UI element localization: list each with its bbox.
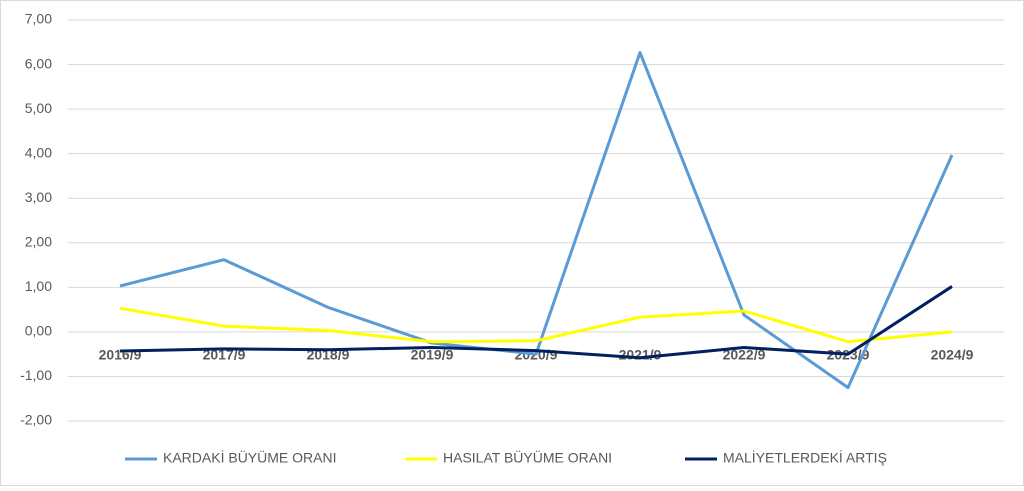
y-tick-label: 2,00 xyxy=(25,233,52,249)
y-tick-label: 6,00 xyxy=(25,55,52,71)
y-tick-label: 5,00 xyxy=(25,100,52,116)
y-tick-label: 0,00 xyxy=(25,323,52,339)
series-line xyxy=(119,306,953,344)
legend-label: MALİYETLERDEKİ ARTIŞ xyxy=(723,449,887,466)
y-tick-label: 3,00 xyxy=(25,189,52,205)
legend-label: KARDAKİ BÜYÜME ORANI xyxy=(163,449,336,466)
y-tick-label: 1,00 xyxy=(25,278,52,294)
series-line xyxy=(119,51,954,390)
x-tick-label: 2021/9 xyxy=(619,347,662,363)
x-tick-label: 2022/9 xyxy=(723,347,766,363)
x-tick-label: 2016/9 xyxy=(99,347,142,363)
y-tick-label: 4,00 xyxy=(25,144,52,160)
series-line xyxy=(119,285,953,360)
x-tick-label: 2017/9 xyxy=(203,347,246,363)
x-tick-label: 2019/9 xyxy=(411,347,454,363)
y-tick-label: 7,00 xyxy=(25,11,52,27)
x-tick-label: 2024/9 xyxy=(931,347,974,363)
y-tick-label: -1,00 xyxy=(20,367,52,383)
y-tick-label: -2,00 xyxy=(20,412,52,428)
legend-label: HASILAT BÜYÜME ORANI xyxy=(443,449,612,466)
